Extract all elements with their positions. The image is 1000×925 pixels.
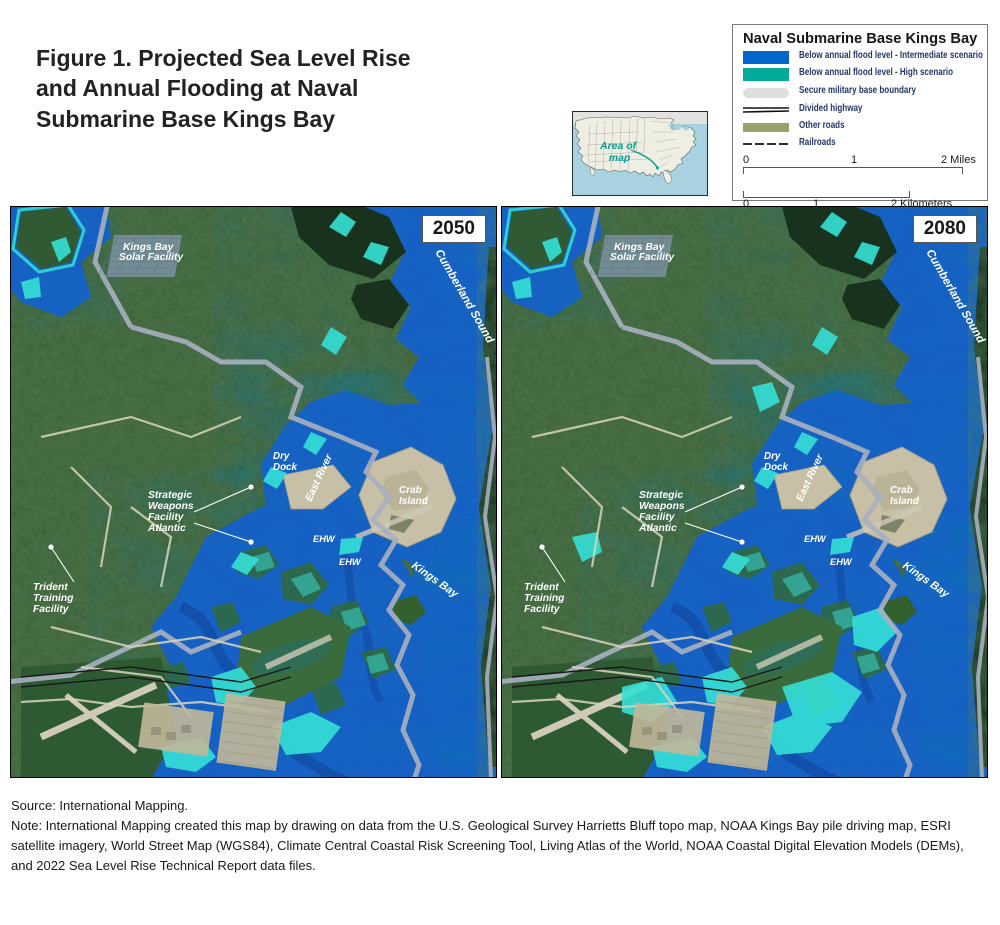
svg-text:EHW: EHW [313, 534, 336, 544]
svg-text:Strategic: Strategic [148, 490, 192, 501]
svg-text:Dock: Dock [273, 462, 298, 473]
svg-text:Weapons: Weapons [148, 501, 194, 512]
svg-text:Crab: Crab [399, 485, 422, 496]
svg-text:Facility: Facility [639, 512, 676, 523]
svg-text:Trident: Trident [33, 582, 68, 593]
svg-text:EHW: EHW [804, 534, 827, 544]
svg-text:Island: Island [399, 496, 429, 507]
svg-text:Facility: Facility [148, 512, 185, 523]
svg-text:Solar Facility: Solar Facility [610, 252, 675, 263]
svg-text:Training: Training [33, 593, 74, 604]
svg-text:Dock: Dock [764, 462, 789, 473]
svg-text:EHW: EHW [830, 557, 853, 567]
svg-text:Weapons: Weapons [639, 501, 685, 512]
svg-text:Facility: Facility [33, 604, 70, 615]
svg-text:Strategic: Strategic [639, 490, 683, 501]
svg-text:Atlantic: Atlantic [147, 523, 186, 534]
svg-text:Dry: Dry [764, 451, 781, 462]
svg-text:Island: Island [890, 496, 920, 507]
svg-text:Solar Facility: Solar Facility [119, 252, 184, 263]
svg-text:Facility: Facility [524, 604, 561, 615]
svg-text:EHW: EHW [339, 557, 362, 567]
svg-text:Training: Training [524, 593, 565, 604]
svg-text:Trident: Trident [524, 582, 559, 593]
svg-text:Dry: Dry [273, 451, 290, 462]
svg-text:Crab: Crab [890, 485, 913, 496]
svg-text:Atlantic: Atlantic [638, 523, 677, 534]
